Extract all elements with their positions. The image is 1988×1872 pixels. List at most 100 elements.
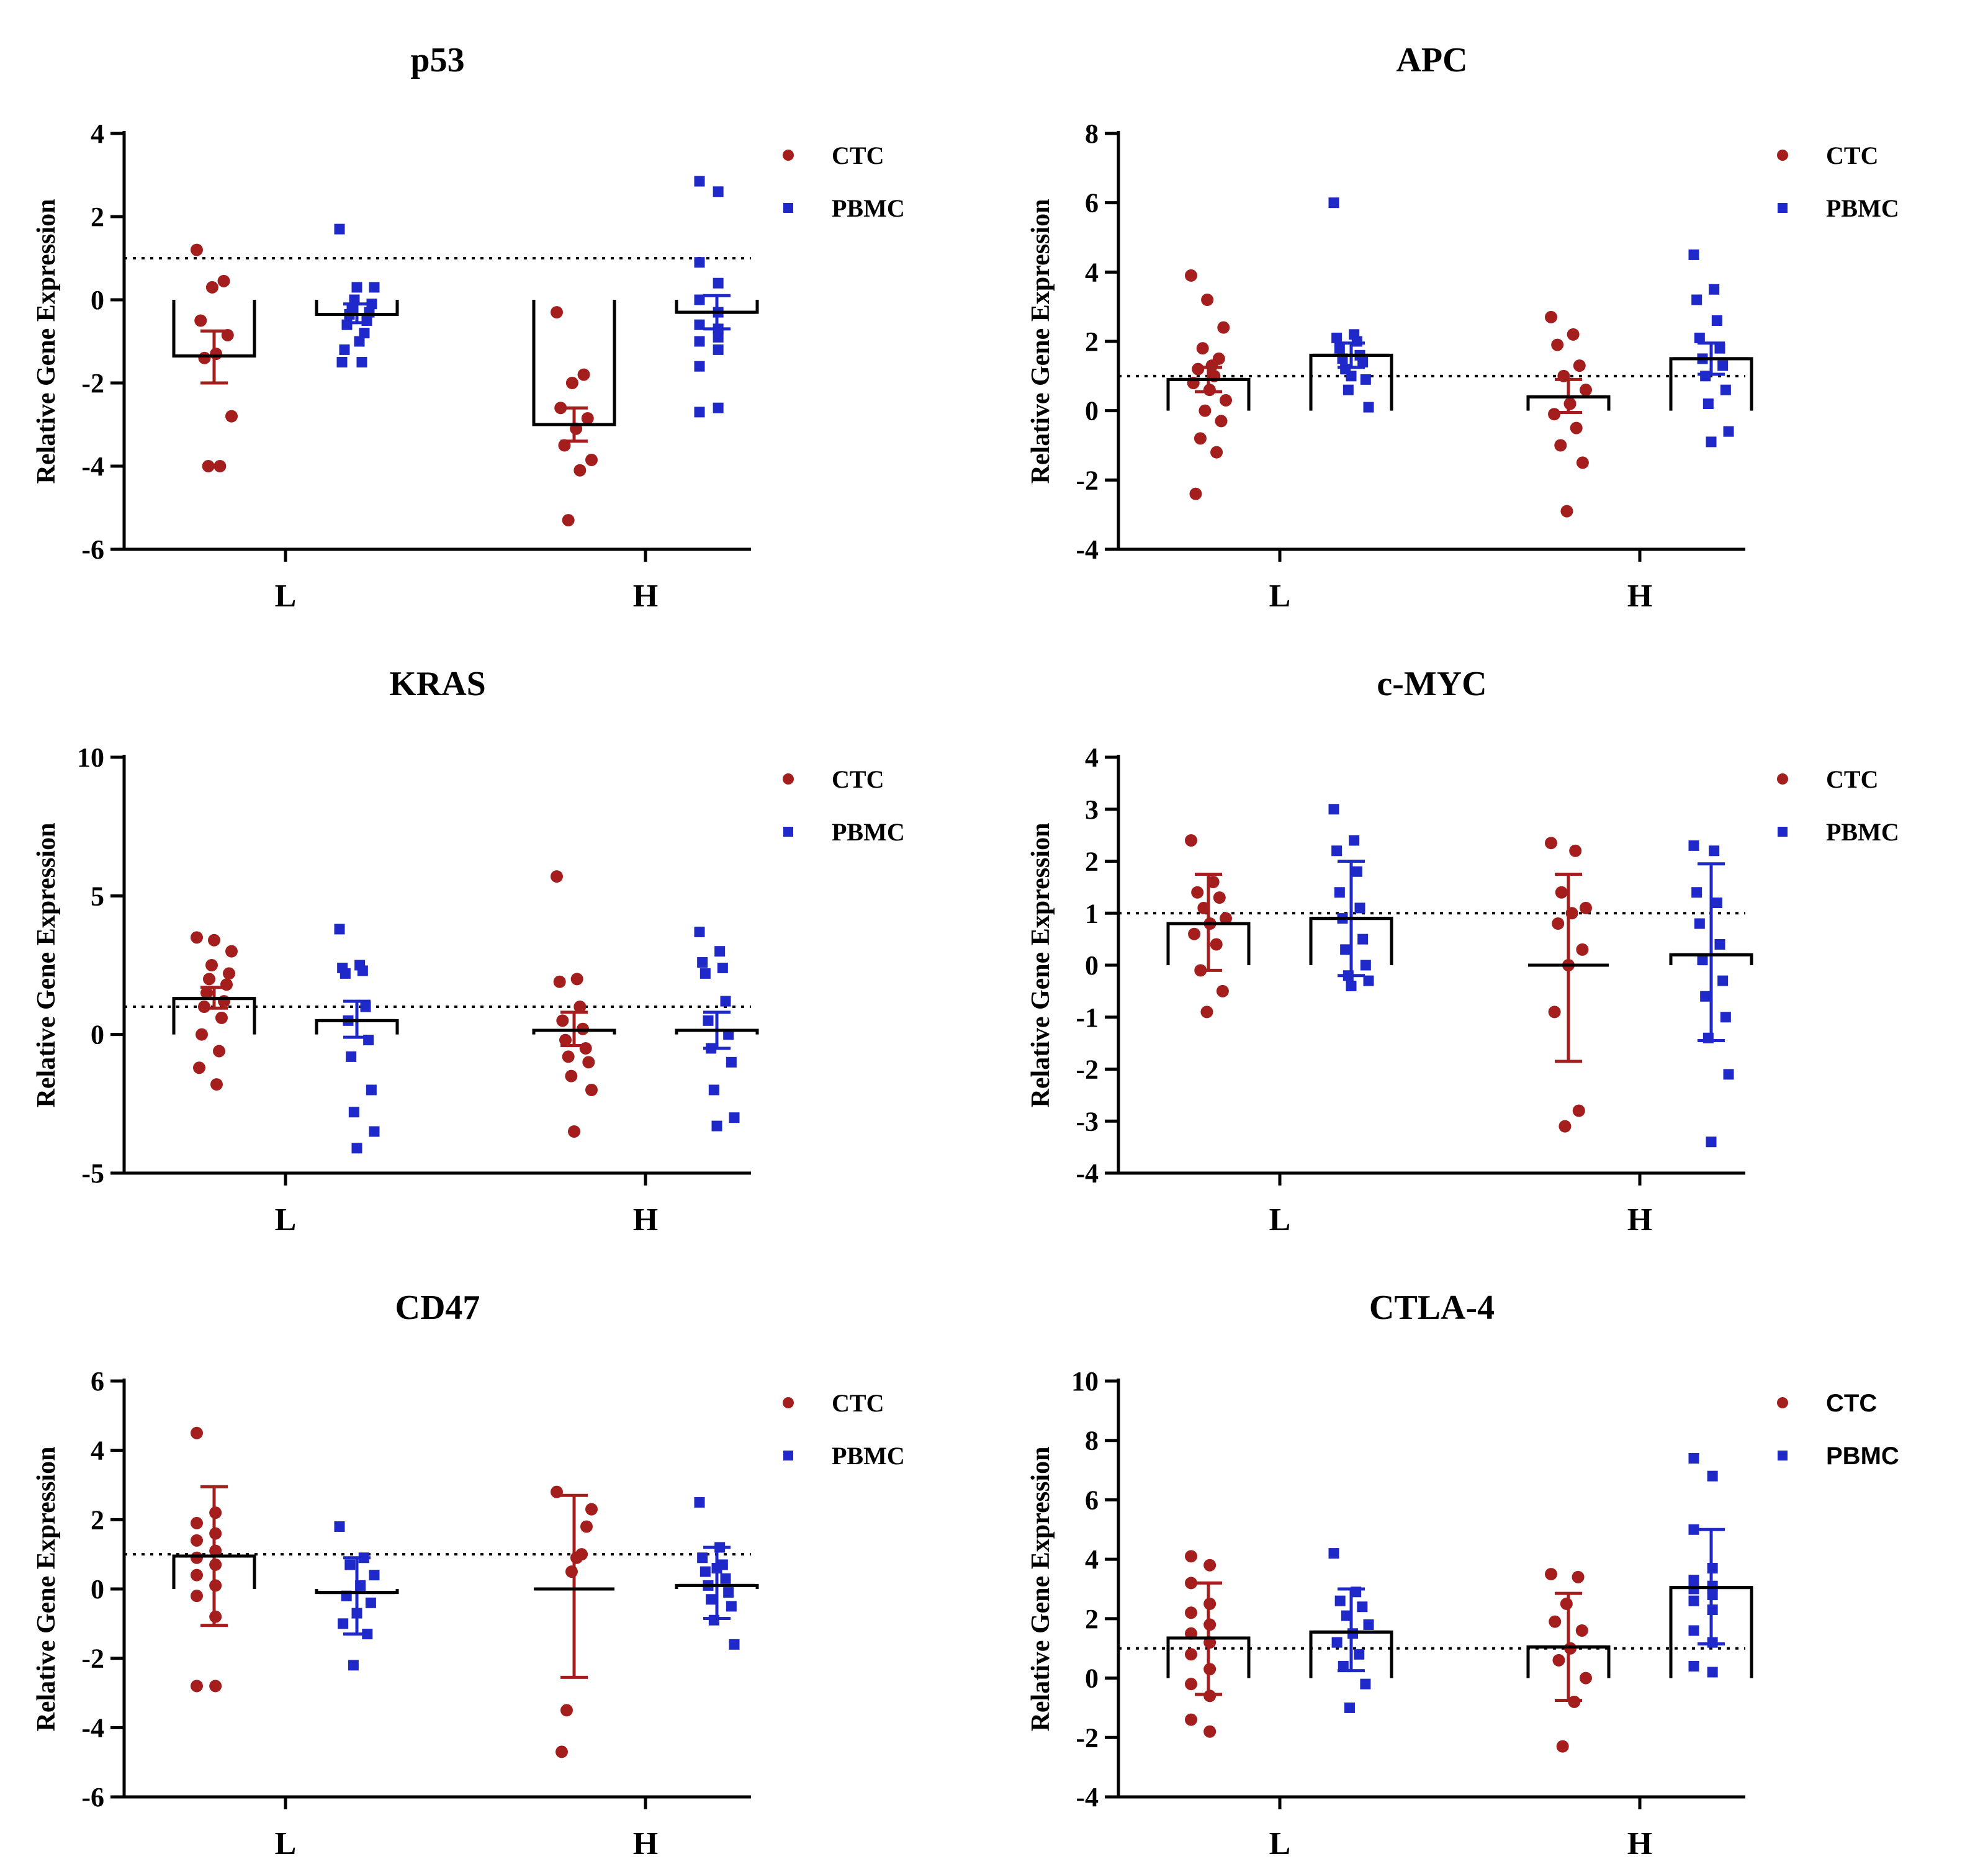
pbmc-l-point: [1346, 371, 1357, 382]
ctc-h-point: [573, 1001, 587, 1013]
ctc-l-point: [1194, 432, 1207, 445]
pbmc-l-point: [369, 1570, 380, 1581]
pbmc-l-point: [1334, 343, 1345, 354]
y-tick-label: -2: [1076, 1055, 1099, 1085]
ctc-l-point: [218, 995, 230, 1008]
legend-ctc-label: CTC: [832, 1389, 884, 1417]
ctc-l-point: [1189, 487, 1202, 500]
ctc-l-point: [191, 1590, 203, 1603]
pbmc-h-point: [708, 1084, 719, 1096]
ctc-l-point: [191, 931, 203, 944]
ctc-l-point: [203, 973, 215, 986]
pbmc-h-point: [1723, 426, 1734, 437]
pbmc-h-point: [1706, 436, 1717, 448]
ctc-l-point: [191, 1568, 203, 1582]
pbmc-h-point: [1711, 315, 1722, 326]
pbmc-l-point: [1334, 1595, 1346, 1606]
ctc-l-point: [1210, 938, 1223, 951]
ctc-l-point: [200, 986, 213, 999]
ctc-h-point: [1558, 1120, 1572, 1133]
pbmc-l-point: [1328, 804, 1339, 815]
pbmc-l-point: [354, 336, 365, 347]
ctc-l-point: [1185, 1606, 1197, 1619]
y-tick-label: 6: [1085, 1485, 1099, 1515]
y-tick-label: -2: [1076, 1722, 1099, 1753]
pbmc-h-point: [694, 294, 705, 305]
ctc-l-point: [191, 1680, 203, 1693]
pbmc-l-point: [365, 1597, 376, 1608]
pbmc-l-point: [366, 299, 377, 310]
pbmc-h-point: [694, 926, 705, 937]
ctc-h-point: [1551, 338, 1564, 351]
ctc-l-point: [1196, 342, 1209, 355]
pbmc-h-point: [726, 1056, 737, 1068]
pbmc-h-point: [1688, 1452, 1699, 1464]
legend-pbmc-marker: [783, 203, 793, 213]
chart-svg-kras: KRAS Relative Gene Expression 10 5 0 -5 L H CTC P…: [32, 665, 905, 1238]
legend-pbmc-label: PBMC: [832, 1442, 905, 1470]
ctc-h-point: [555, 1745, 568, 1758]
pbmc-l-point: [361, 315, 372, 326]
y-tick-label: -2: [81, 1644, 104, 1674]
x-tick-label: H: [1627, 578, 1652, 614]
pbmc-l-point: [1331, 845, 1343, 857]
ctc-h-point: [1575, 1624, 1588, 1637]
chart-title: CD47: [395, 1289, 480, 1327]
y-tick-label: -4: [1076, 1158, 1099, 1189]
pbmc-l-point: [351, 282, 362, 293]
x-tick-label: H: [1627, 1202, 1652, 1238]
legend-pbmc-marker: [1778, 1451, 1788, 1460]
panel-c-myc: c-MYC Relative Gene Expression 4 3 2 1 0 -1 -2 -3…: [994, 624, 1988, 1248]
y-tick-label: -6: [81, 534, 104, 565]
legend-ctc-label: CTC: [1826, 1390, 1877, 1417]
panel-kras: KRAS Relative Gene Expression 10 5 0 -5 L H CTC P…: [0, 624, 994, 1248]
ctc-l-point: [1216, 984, 1229, 997]
pbmc-l-point: [1328, 197, 1339, 209]
ctc-l-point: [1197, 901, 1210, 914]
pbmc-l-point: [1351, 336, 1362, 347]
ctc-l-point: [194, 314, 207, 327]
ctc-h-point: [1545, 310, 1557, 323]
pbmc-l-point: [339, 344, 350, 355]
y-tick-label: 6: [1085, 188, 1099, 218]
pbmc-h-point: [1720, 384, 1731, 395]
pbmc-l-point: [1360, 1678, 1371, 1690]
pbmc-l-point: [1331, 1637, 1343, 1648]
pbmc-h-point: [1688, 1660, 1699, 1672]
pbmc-l-point: [348, 1107, 359, 1118]
panel-apc: APC Relative Gene Expression 8 6 4 2 0 -2 -4 L H CT…: [994, 0, 1988, 624]
pbmc-h-point: [1723, 1069, 1734, 1080]
ctc-l-point: [1207, 876, 1220, 888]
ctc-h-point: [570, 973, 583, 986]
ctc-h-point: [570, 1551, 583, 1564]
ctc-h-point: [1573, 359, 1586, 372]
legend-pbmc-marker: [783, 1451, 793, 1460]
pbmc-h-point: [694, 407, 705, 418]
x-tick-label: L: [1269, 578, 1291, 614]
ctc-l-point: [1188, 927, 1201, 940]
pbmc-h-point: [713, 186, 724, 197]
ctc-h-point: [1563, 397, 1576, 410]
pbmc-h-point: [720, 1573, 731, 1584]
y-tick-label: -4: [81, 451, 104, 482]
pbmc-l-point: [1360, 374, 1371, 385]
pbmc-h-point: [1702, 398, 1714, 409]
pbmc-h-point: [699, 968, 711, 979]
pbmc-h-point: [1706, 1136, 1717, 1148]
ctc-l-point: [210, 1078, 223, 1091]
y-tick-label: -2: [81, 368, 104, 398]
pbmc-h-point: [697, 1552, 708, 1564]
legend-ctc-marker: [1777, 150, 1788, 161]
y-tick-label: 4: [1085, 257, 1099, 287]
pbmc-l-point: [359, 328, 370, 339]
pbmc-h-point: [714, 946, 726, 957]
y-tick-label: 2: [1085, 847, 1099, 877]
pbmc-l-point: [1363, 975, 1374, 986]
ctc-h-point: [1572, 1104, 1585, 1117]
ctc-h-point: [577, 368, 590, 381]
ctc-h-point: [1548, 1006, 1561, 1019]
x-tick-label: L: [1269, 1826, 1291, 1861]
y-tick-label: -5: [81, 1158, 104, 1189]
pbmc-l-point: [369, 282, 380, 293]
y-tick-label: 2: [91, 202, 104, 232]
